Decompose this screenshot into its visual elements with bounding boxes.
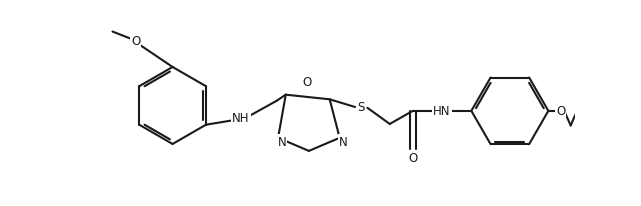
Text: N: N — [339, 136, 348, 149]
Text: NH: NH — [233, 112, 250, 125]
Text: O: O — [303, 76, 312, 89]
Text: N: N — [278, 136, 287, 149]
Text: O: O — [131, 35, 140, 48]
Text: S: S — [358, 100, 365, 113]
Text: O: O — [408, 152, 417, 165]
Text: HN: HN — [433, 105, 451, 118]
Text: O: O — [556, 105, 565, 118]
